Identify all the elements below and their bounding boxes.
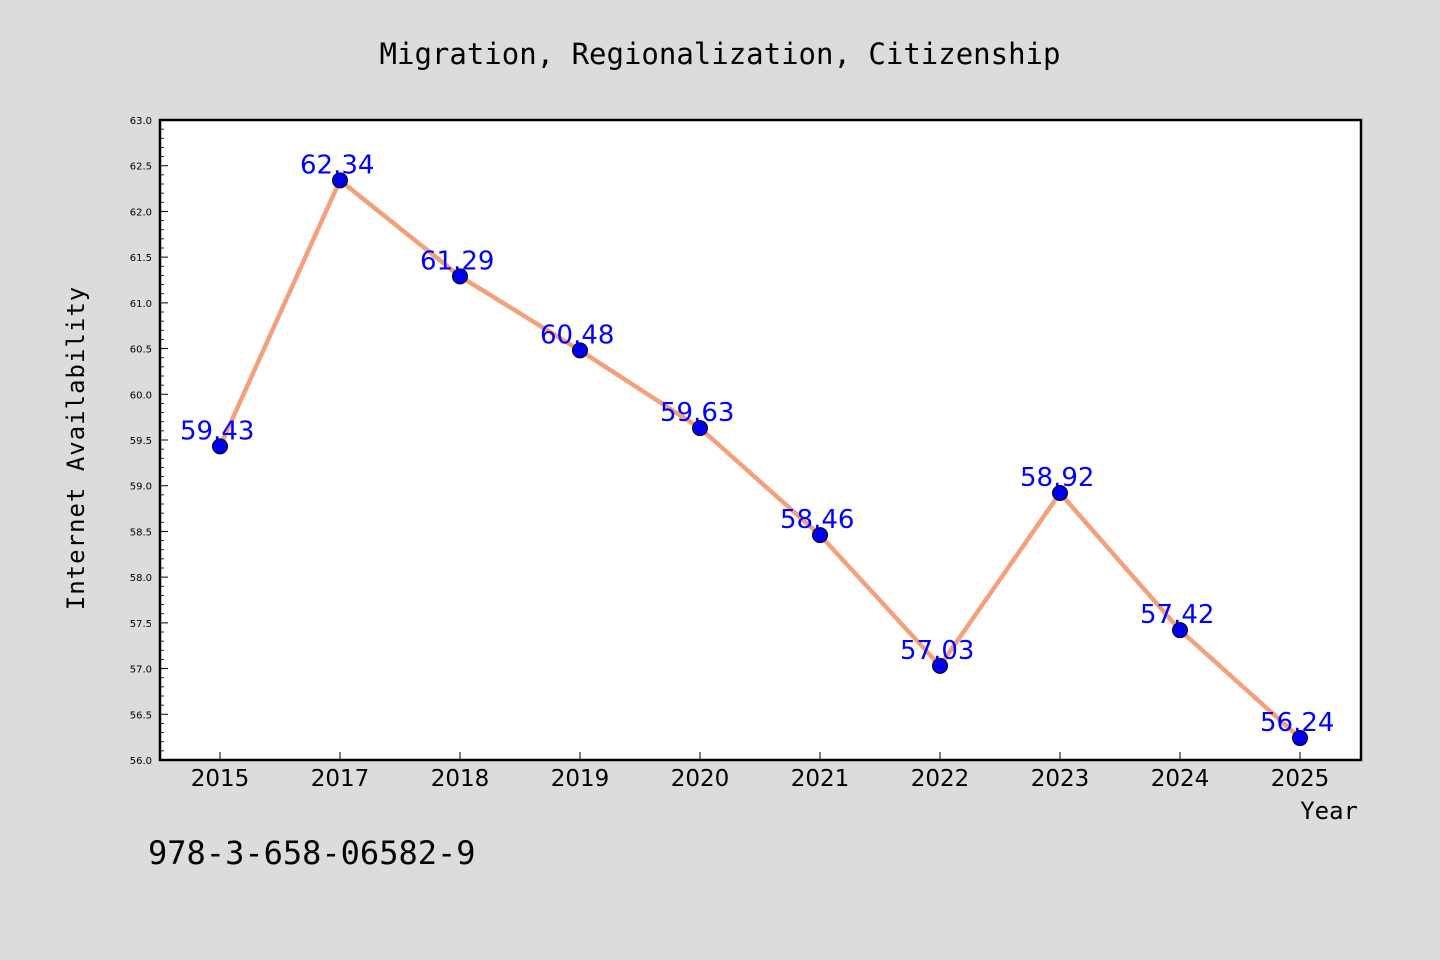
x-tick-label: 2024 [1151, 766, 1210, 792]
y-tick-label: 58.0 [130, 573, 152, 584]
y-tick-label: 59.0 [130, 482, 152, 493]
data-label: 58.92 [1020, 463, 1094, 493]
data-label: 57.03 [900, 636, 974, 666]
series-line [217, 178, 1302, 740]
y-tick-label: 56.5 [130, 710, 152, 721]
data-label-group: 59.43 62.34 61.29 60.48 59.63 58.46 57.03 58.92… [180, 150, 1334, 738]
y-tick-label: 61.5 [130, 253, 152, 264]
y-tick-label: 57.5 [130, 619, 152, 630]
data-label: 59.43 [180, 416, 254, 446]
x-tick-label: 2025 [1271, 766, 1330, 792]
data-label: 57.42 [1140, 600, 1214, 630]
data-point [692, 420, 708, 437]
y-tick-label: 62.0 [130, 207, 152, 218]
data-label: 61.29 [420, 246, 494, 276]
x-tick-label: 2015 [191, 766, 250, 792]
x-tick-label: 2019 [551, 766, 610, 792]
data-point [572, 342, 588, 359]
data-label: 59.63 [660, 398, 734, 428]
data-point [1052, 485, 1068, 502]
isbn-text: 978-3-658-06582-9 [148, 834, 476, 872]
data-point [1292, 730, 1308, 747]
data-label: 56.24 [1260, 708, 1334, 738]
data-label: 58.46 [780, 505, 854, 535]
x-tick-label: 2021 [791, 766, 850, 792]
data-point [212, 438, 228, 455]
y-tick-label: 58.5 [130, 527, 152, 538]
series-line-group [212, 172, 1308, 747]
y-tick-label: 60.0 [130, 390, 152, 401]
y-tick-label: 62.5 [130, 162, 152, 173]
x-axis-label: Year [1300, 797, 1358, 825]
y-tick-label: 56.0 [130, 756, 152, 767]
y-tick-label: 57.0 [130, 665, 152, 676]
y-axis-label: Internet Availability [62, 286, 90, 610]
x-axis: 2015 2017 2018 2019 2020 2021 2022 2023 2024 2025 [191, 752, 1330, 792]
y-tick-label: 63.0 [130, 116, 152, 127]
x-tick-label: 2017 [311, 766, 370, 792]
x-tick-label: 2020 [671, 766, 730, 792]
data-point [332, 172, 348, 189]
data-point [812, 527, 828, 544]
data-label: 60.48 [540, 320, 614, 350]
data-point [452, 268, 468, 285]
y-tick-label: 61.0 [130, 299, 152, 310]
x-tick-label: 2018 [431, 766, 490, 792]
data-point [1172, 622, 1188, 639]
y-axis: 56.0 56.5 57.0 57.5 58.0 58.5 59.0 59.5 60.0 60.5… [130, 116, 168, 767]
plot-area [158, 118, 1363, 762]
x-tick-label: 2023 [1031, 766, 1090, 792]
y-tick-label: 59.5 [130, 436, 152, 447]
chart-title: Migration, Regionalization, Citizenship [380, 37, 1061, 71]
data-label: 62.34 [300, 150, 374, 180]
y-tick-label: 60.5 [130, 345, 152, 356]
x-tick-label: 2022 [911, 766, 970, 792]
data-point [932, 657, 948, 674]
